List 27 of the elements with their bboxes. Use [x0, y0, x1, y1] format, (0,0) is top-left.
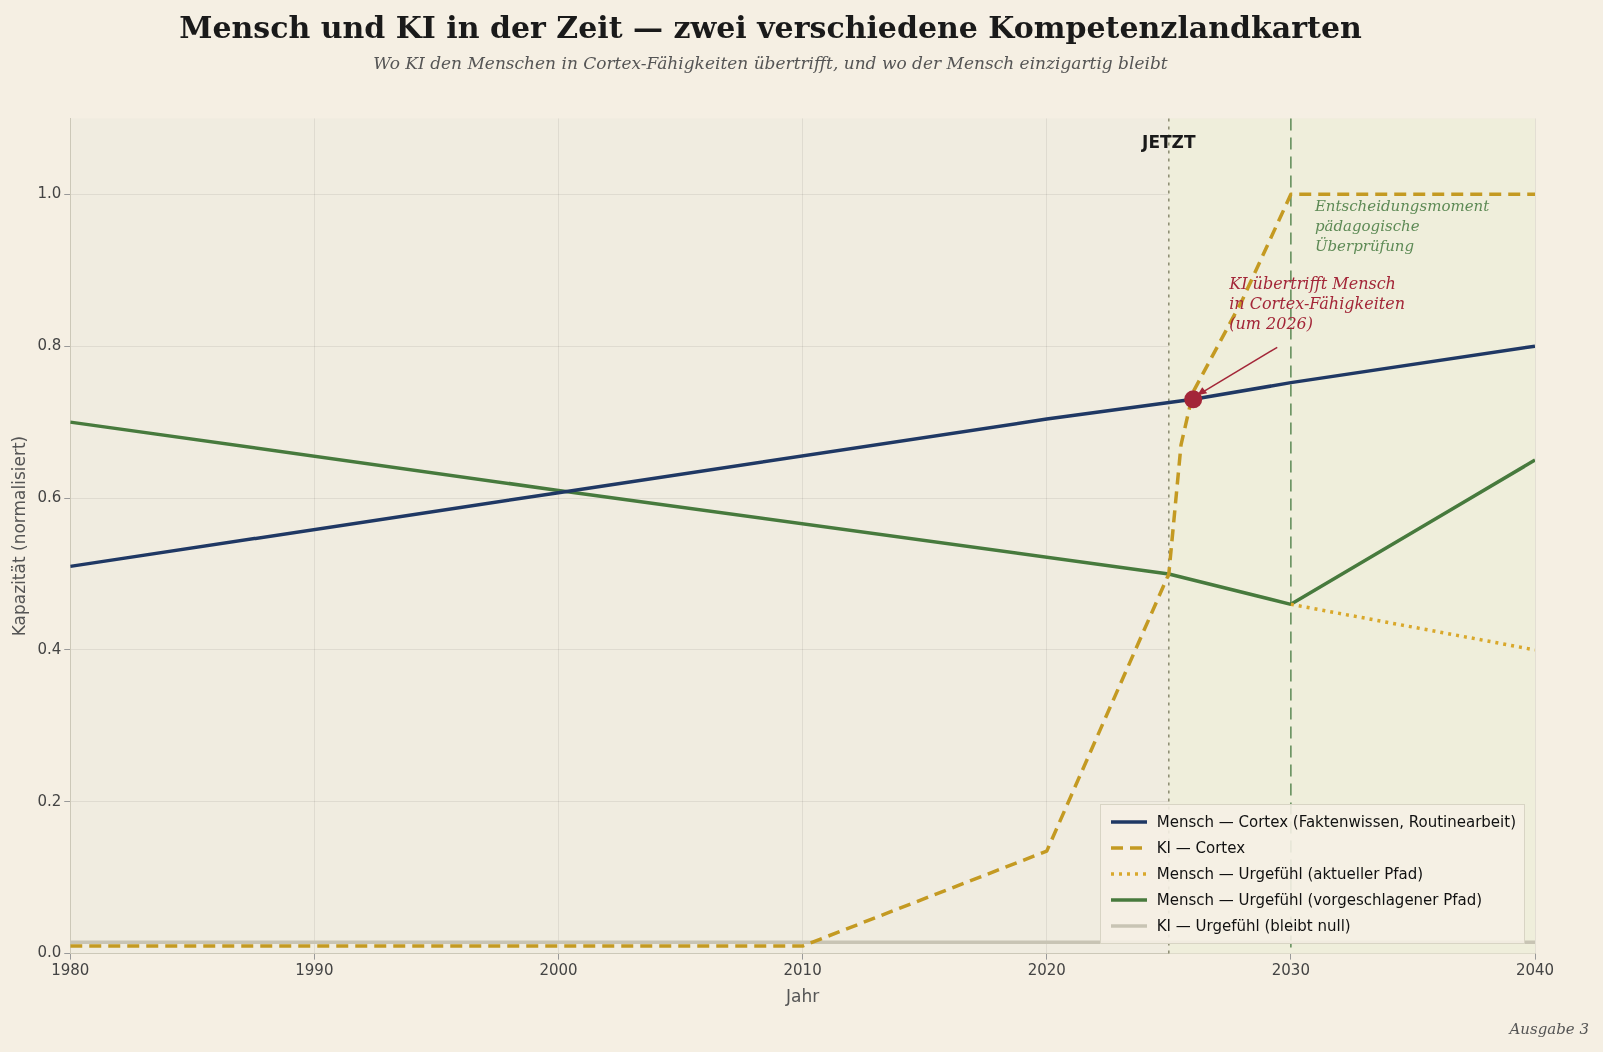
x-tick-label: 2020	[1027, 961, 1066, 980]
y-tick-label: 0.6	[37, 487, 62, 506]
chart-subtitle: Wo KI den Menschen in Cortex-Fähigkeiten übertrifft, und wo der Mensch einzigartig bleibt	[373, 52, 1168, 73]
ref-line-label: JETZT	[1141, 132, 1196, 153]
y-tick-label: 0.4	[37, 639, 62, 658]
legend-label: Mensch — Urgefühl (aktueller Pfad)	[1156, 864, 1424, 883]
x-axis-title: Jahr	[785, 986, 820, 1007]
x-tick-label: 2000	[539, 961, 578, 980]
text: Ausgabe 3	[1509, 1020, 1589, 1038]
line-series	[70, 192, 1535, 948]
x-tick-label: 2030	[1271, 961, 1310, 980]
y-tick-label: 0.8	[37, 336, 62, 355]
chart-title: Mensch und KI in der Zeit — zwei verschiedene Kompetenzlandkarten	[179, 9, 1362, 45]
y-axis-title: Kapazität (normalisiert)	[8, 435, 29, 637]
x-tick-label: 2040	[1515, 961, 1555, 980]
ref-line-label: Entscheidungsmoment pädagogische Überprüfung	[1313, 197, 1491, 256]
y-tick-label: 0.2	[37, 791, 62, 810]
y-tick-label: 1.0	[37, 184, 62, 203]
legend-label: KI — Cortex	[1156, 838, 1246, 857]
annotation: KI übertrifft Mensch in Cortex-Fähigkeiten (um 2026)	[1228, 274, 1406, 334]
legend-label: Mensch — Urgefühl (vorgeschlagener Pfad)	[1156, 890, 1483, 909]
x-tick-label: 1980	[51, 961, 90, 980]
x-tick-label: 1990	[295, 961, 334, 980]
legend-label: KI — Urgefühl (bleibt null)	[1156, 916, 1351, 935]
legend-label: Mensch — Cortex (Faktenwissen, Routinearbeit)	[1156, 812, 1516, 831]
x-tick-label: 2010	[783, 961, 822, 980]
y-tick-label: 0.0	[37, 943, 62, 962]
